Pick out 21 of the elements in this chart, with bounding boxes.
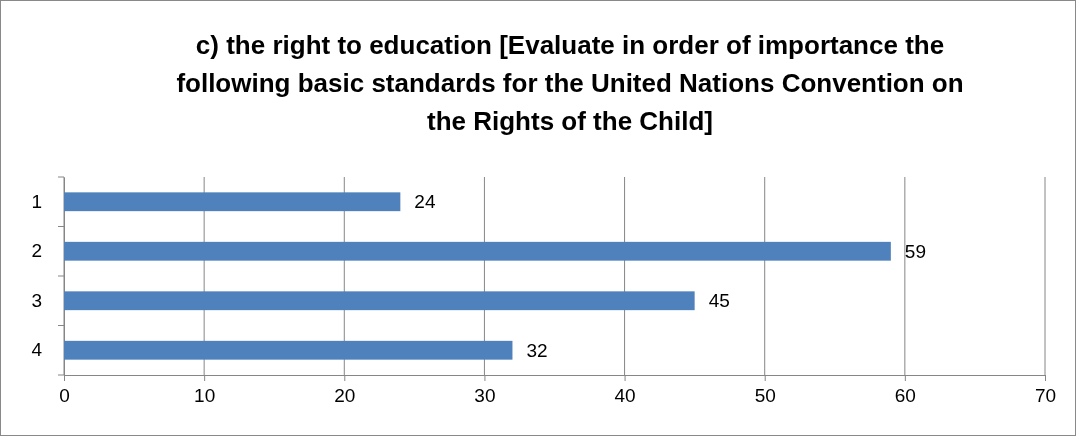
- y-tick-label: 1: [31, 190, 42, 212]
- y-tick-label: 2: [31, 240, 42, 262]
- bar: [64, 340, 513, 360]
- x-tick-label: 20: [334, 385, 356, 407]
- x-tick-label: 30: [474, 385, 496, 407]
- x-tick-label: 0: [59, 385, 70, 407]
- bar: [64, 241, 891, 261]
- x-tick-label: 70: [1034, 385, 1057, 407]
- y-tick-label: 3: [31, 289, 42, 311]
- x-tick-label: 60: [894, 385, 916, 407]
- chart-title: c) the right to education [Evaluate in order of importance the following basic standards for the United Nations Convention on the Rights of the Child]: [176, 30, 964, 136]
- data-label: 45: [708, 290, 730, 312]
- data-label: 32: [526, 339, 548, 361]
- bar: [64, 192, 401, 212]
- data-label: 59: [904, 240, 926, 262]
- data-label: 24: [414, 191, 436, 213]
- x-tick-label: 50: [754, 385, 776, 407]
- y-tick-label: 4: [31, 339, 43, 361]
- x-tick-label: 40: [614, 385, 636, 407]
- x-tick-label: 10: [194, 385, 216, 407]
- bar: [64, 291, 695, 311]
